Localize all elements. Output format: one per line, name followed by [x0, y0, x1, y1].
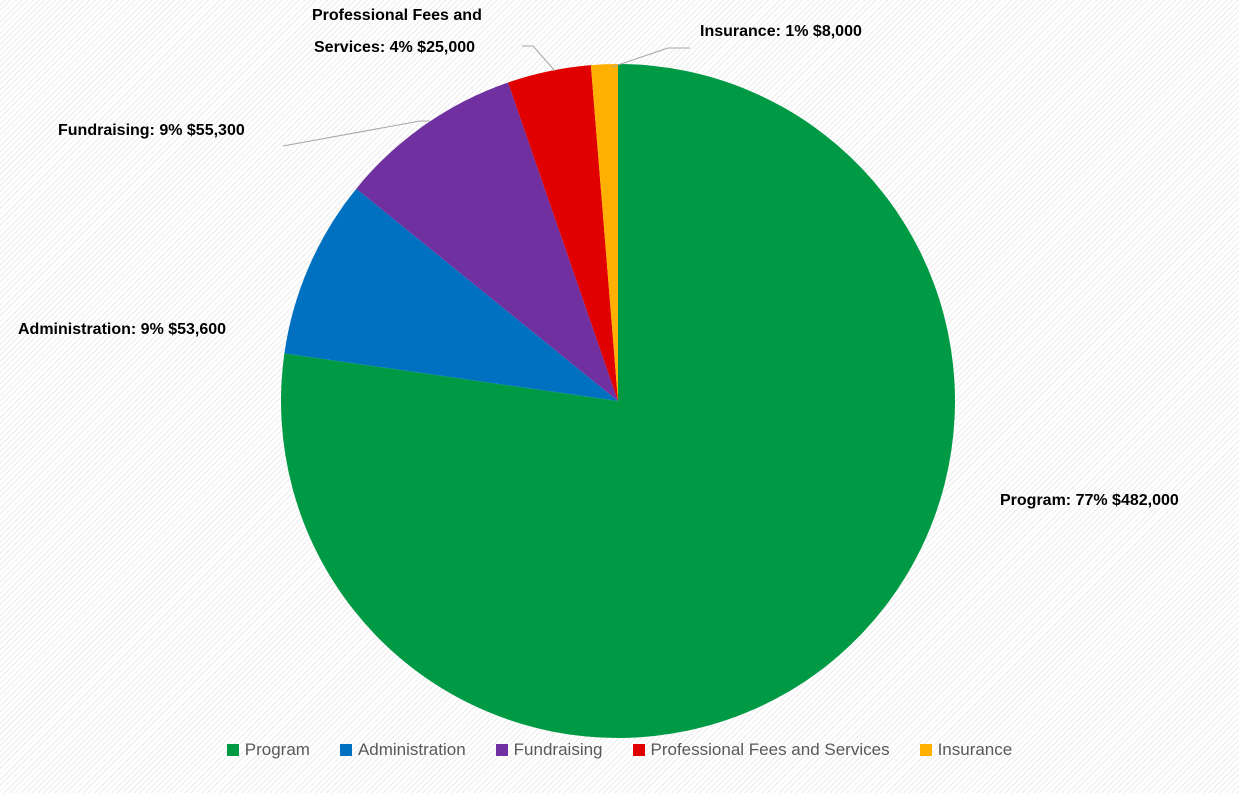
legend-label-professional-fees: Professional Fees and Services: [650, 740, 890, 759]
leader-lines: [282, 45, 690, 147]
pie-slice-administration: [284, 188, 618, 401]
chart-legend: Program Administration Fundraising Profe…: [0, 738, 1239, 762]
legend-swatch-professional-fees: [632, 744, 645, 756]
legend-item-fundraising: Fundraising: [495, 740, 603, 760]
pie-slice-fundraising: [356, 82, 618, 401]
data-label-professional-line1: Professional Fees and: [312, 7, 482, 24]
legend-item-insurance: Insurance: [919, 740, 1013, 760]
legend-swatch-administration: [339, 744, 352, 756]
legend-item-professional-fees: Professional Fees and Services: [632, 740, 890, 760]
legend-label-administration: Administration: [357, 740, 466, 759]
legend-label-insurance: Insurance: [937, 740, 1013, 759]
leader-line-insurance: [611, 47, 690, 68]
data-label-program: Program: 77% $482,000: [1000, 492, 1179, 509]
legend-label-program: Program: [244, 740, 310, 759]
legend-swatch-fundraising: [495, 744, 508, 756]
legend-item-administration: Administration: [339, 740, 466, 760]
pie-slices: [281, 63, 955, 738]
data-label-insurance: Insurance: 1% $8,000: [700, 23, 862, 40]
legend-swatch-program: [226, 744, 239, 756]
data-label-administration: Administration: 9% $53,600: [18, 321, 226, 338]
pie-slice-professional-fees-and-services: [508, 65, 618, 401]
pie-slice-insurance: [590, 63, 618, 401]
leader-line-fundraising: [282, 120, 430, 147]
legend-item-program: Program: [226, 740, 310, 760]
legend-swatch-insurance: [919, 744, 932, 756]
leader-line-professional: [522, 45, 556, 72]
data-label-professional-line2: Services: 4% $25,000: [314, 39, 475, 56]
data-label-fundraising: Fundraising: 9% $55,300: [58, 122, 245, 139]
legend-label-fundraising: Fundraising: [513, 740, 603, 759]
